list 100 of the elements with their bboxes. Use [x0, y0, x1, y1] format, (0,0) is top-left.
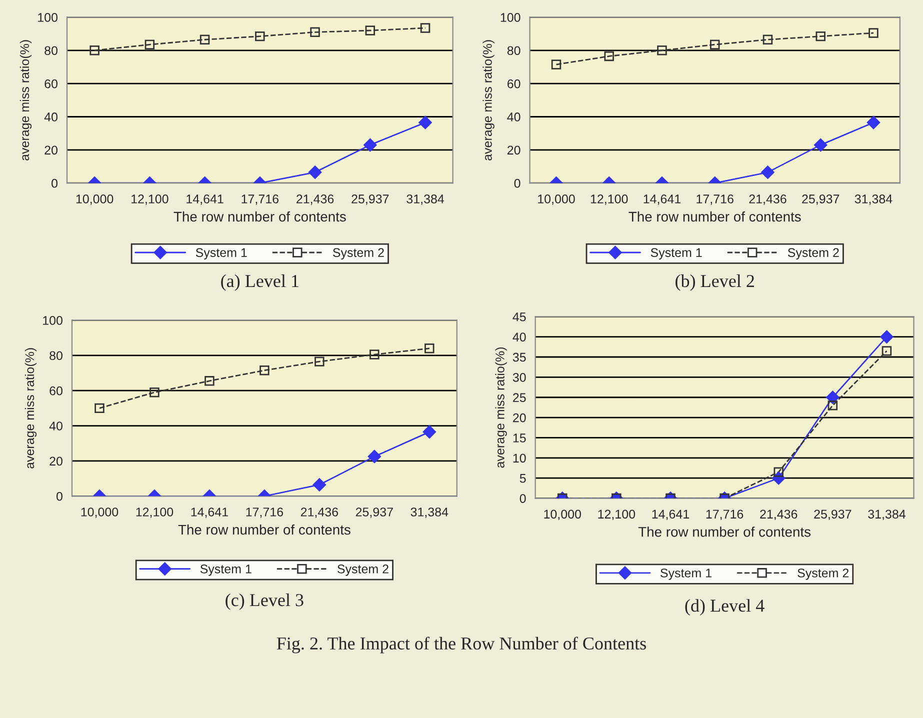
point	[314, 356, 324, 366]
x-tick-label: 12,100	[590, 194, 628, 205]
legend-label: System 2	[338, 564, 388, 576]
x-tick-label: 17,716	[246, 508, 284, 518]
point	[816, 31, 826, 42]
x-axis-title: The row number of contents	[174, 211, 346, 222]
point	[826, 390, 840, 404]
point	[882, 346, 892, 356]
x-tick-label: 21,436	[296, 194, 334, 205]
legend-label: System 1	[660, 568, 712, 580]
x-tick-label: 31,384	[868, 510, 906, 520]
y-tick-label: 100	[38, 13, 58, 22]
x-tick-label: 17,716	[706, 510, 744, 520]
y-tick-label: 40	[49, 422, 62, 430]
point	[604, 51, 614, 62]
y-tick-label: 5	[520, 474, 526, 483]
x-tick-label: 31,384	[854, 194, 892, 205]
y-tick-label: 100	[43, 316, 62, 325]
x-tick-label: 25,937	[356, 508, 393, 518]
y-tick-label: 15	[513, 434, 526, 442]
point	[255, 31, 265, 42]
x-tick-label: 14,641	[191, 508, 228, 518]
x-tick-label: 21,436	[749, 194, 786, 205]
x-tick-label: 25,937	[352, 194, 389, 205]
x-axis-title: The row number of contents	[638, 526, 811, 537]
y-tick-label: 40	[512, 332, 526, 342]
caption: Fig. 2. The Impact of the Row Number of Contents	[276, 636, 646, 654]
y-tick-label: 30	[512, 372, 526, 382]
y-tick-label: 40	[44, 112, 58, 122]
legend-label: System 2	[332, 248, 384, 260]
x-tick-label: 25,937	[802, 194, 840, 205]
x-tick-label: 31,384	[410, 508, 448, 518]
x-tick-label: 14,641	[644, 194, 680, 205]
x-tick-label: 17,716	[242, 194, 278, 205]
point	[204, 376, 214, 386]
point	[90, 46, 100, 56]
legend-label: System 1	[650, 248, 702, 260]
point	[370, 350, 380, 360]
y-tick-label: 45	[512, 312, 526, 322]
y-axis-title: average miss ratio(%)	[482, 40, 494, 160]
x-tick-label: 10,000	[544, 510, 581, 520]
y-tick-label: 0	[520, 494, 526, 503]
y-tick-label: 60	[44, 79, 58, 88]
y-tick-label: 20	[44, 146, 58, 155]
y-tick-label: 20	[50, 456, 62, 466]
point	[150, 387, 160, 398]
x-tick-label: 31,384	[406, 194, 444, 205]
x-tick-label: 12,100	[136, 508, 174, 518]
x-tick-label: 10,000	[81, 508, 118, 518]
point	[200, 34, 210, 44]
x-tick-label: 14,641	[186, 194, 224, 205]
point	[868, 28, 878, 38]
point	[710, 40, 720, 50]
x-tick-label: 10,000	[76, 194, 114, 205]
y-tick-label: 35	[512, 352, 526, 362]
y-tick-label: 0	[52, 178, 58, 188]
y-tick-label: 100	[500, 13, 520, 22]
y-tick-label: 20	[513, 413, 526, 422]
y-tick-label: 80	[44, 46, 58, 56]
y-tick-label: 20	[508, 146, 520, 155]
y-tick-label: 10	[513, 454, 526, 463]
legend-label: System 2	[788, 248, 839, 260]
text: (c) Level 3	[226, 593, 304, 610]
text: (b) Level 2	[676, 274, 754, 291]
legend-label: System 2	[798, 568, 849, 580]
point	[880, 330, 894, 344]
y-tick-label: 80	[507, 46, 520, 56]
point	[422, 425, 436, 439]
point	[424, 344, 434, 354]
y-tick-label: 80	[50, 351, 62, 360]
text: (a) Level 1	[221, 274, 298, 291]
point	[144, 40, 155, 50]
x-tick-label: 10,000	[538, 194, 575, 205]
y-tick-label: 40	[507, 112, 520, 122]
point	[310, 27, 320, 38]
point	[94, 403, 104, 414]
x-tick-label: 12,100	[598, 510, 636, 520]
y-axis-title: average miss ratio(%)	[24, 348, 37, 468]
x-tick-label: 12,100	[132, 194, 168, 205]
legend-label: System 1	[200, 564, 252, 576]
text: (d) Level 4	[685, 599, 764, 616]
legend-label: System 1	[196, 248, 247, 260]
y-axis-title: average miss ratio(%)	[20, 40, 32, 160]
x-tick-label: 17,716	[696, 194, 734, 205]
y-tick-label: 60	[50, 386, 62, 396]
x-tick-label: 25,937	[814, 510, 852, 520]
y-axis-title: average miss ratio(%)	[495, 347, 507, 468]
x-axis-title: The row number of contents	[628, 211, 801, 222]
x-tick-label: 21,436	[760, 510, 798, 520]
point	[551, 60, 562, 70]
point	[420, 23, 430, 33]
x-axis-title: The row number of contents	[178, 524, 350, 535]
x-tick-label: 21,436	[300, 508, 338, 518]
y-tick-label: 0	[514, 178, 520, 188]
y-tick-label: 25	[513, 393, 526, 402]
point	[657, 46, 667, 56]
y-tick-label: 0	[56, 492, 62, 501]
y-tick-label: 60	[508, 79, 520, 88]
point	[260, 366, 270, 376]
point	[828, 400, 838, 410]
